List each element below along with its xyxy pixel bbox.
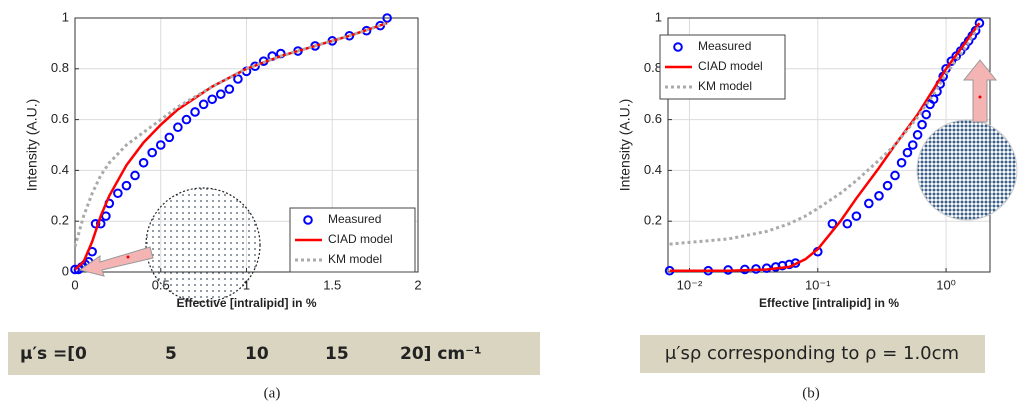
data-point xyxy=(155,140,166,150)
data-point xyxy=(890,170,900,181)
x-tick-label: 2 xyxy=(414,277,421,292)
banner-text: μ′s =[0 xyxy=(20,344,87,364)
inset-b xyxy=(916,59,1018,221)
x-tick-label: 10⁰ xyxy=(936,277,956,292)
data-point xyxy=(164,132,175,143)
inset-dot xyxy=(126,255,130,259)
x-tick-label: 10⁻¹ xyxy=(805,277,831,292)
data-point xyxy=(907,140,918,150)
y-axis-label: Intensity (A.U.) xyxy=(24,99,40,192)
banner-text: 10 xyxy=(245,344,269,364)
legend-label: KM model xyxy=(328,252,382,266)
x-tick-label: 1.5 xyxy=(323,277,341,292)
y-axis-label: Intensity (A.U.) xyxy=(617,99,633,192)
legend-label: Measured xyxy=(698,39,751,53)
y-tick-label: 0.4 xyxy=(644,162,662,177)
data-point xyxy=(173,122,183,133)
x-tick-label: 1 xyxy=(243,277,250,292)
legend-marker xyxy=(303,215,313,225)
y-tick-label: 0 xyxy=(62,263,69,278)
data-point xyxy=(827,218,838,229)
data-point xyxy=(190,107,200,117)
data-point xyxy=(224,84,235,94)
data-point xyxy=(921,109,931,120)
legend-label: CIAD model xyxy=(328,232,393,246)
banner-text: μ′sρ corresponding to ρ = 1.0cm xyxy=(665,343,959,364)
series-line xyxy=(73,21,388,248)
inset-arrow xyxy=(962,59,998,123)
data-point xyxy=(882,180,893,191)
legend-label: Measured xyxy=(328,212,381,226)
y-tick-label: 0.4 xyxy=(51,162,69,177)
inset-circle xyxy=(916,119,1018,221)
data-point xyxy=(851,211,862,221)
inset-a xyxy=(78,187,261,303)
y-tick-label: 0.6 xyxy=(644,111,662,126)
x-tick-label: 10⁻² xyxy=(677,277,703,292)
data-point xyxy=(946,56,957,66)
legend-label: CIAD model xyxy=(698,59,763,73)
legend-marker xyxy=(673,42,683,52)
data-point xyxy=(928,94,939,105)
data-point xyxy=(121,180,132,191)
y-tick-label: 0.8 xyxy=(51,60,69,75)
banner-bg xyxy=(640,335,985,373)
data-point xyxy=(101,211,111,221)
banner-text: 20] cm⁻¹ xyxy=(400,344,482,364)
banner-text: 15 xyxy=(325,344,349,364)
data-point xyxy=(974,18,985,28)
data-point xyxy=(215,89,226,99)
data-point xyxy=(233,74,243,84)
data-point xyxy=(130,170,140,181)
caption: (a) xyxy=(264,385,281,401)
data-point xyxy=(864,198,874,209)
data-point xyxy=(874,191,884,201)
y-tick-label: 0.6 xyxy=(51,111,69,126)
caption: (b) xyxy=(802,385,820,401)
data-point xyxy=(842,218,853,229)
y-tick-label: 0.2 xyxy=(51,213,69,228)
data-point xyxy=(138,157,149,168)
y-tick-label: 0.2 xyxy=(644,213,662,228)
data-point xyxy=(207,94,217,105)
data-point xyxy=(181,114,192,125)
x-tick-label: 0 xyxy=(71,277,78,292)
data-point xyxy=(113,188,123,199)
y-tick-label: 1 xyxy=(655,9,662,24)
x-axis-label: Effective [intralipid] in % xyxy=(759,296,899,310)
series-line xyxy=(669,22,981,272)
data-point xyxy=(198,99,209,110)
inset-arrow xyxy=(78,246,154,277)
legend-label: KM model xyxy=(698,79,752,93)
y-tick-label: 0.8 xyxy=(644,60,662,75)
data-point xyxy=(917,119,927,130)
inset-circle xyxy=(145,187,261,303)
data-point xyxy=(896,157,907,168)
y-tick-label: 1 xyxy=(62,9,69,24)
data-point xyxy=(382,13,392,23)
banner-text: 5 xyxy=(165,344,177,364)
banner-bg xyxy=(8,332,540,375)
data-point xyxy=(912,130,923,140)
data-point xyxy=(147,147,157,158)
inset-dot xyxy=(978,95,982,99)
data-point xyxy=(902,147,913,158)
